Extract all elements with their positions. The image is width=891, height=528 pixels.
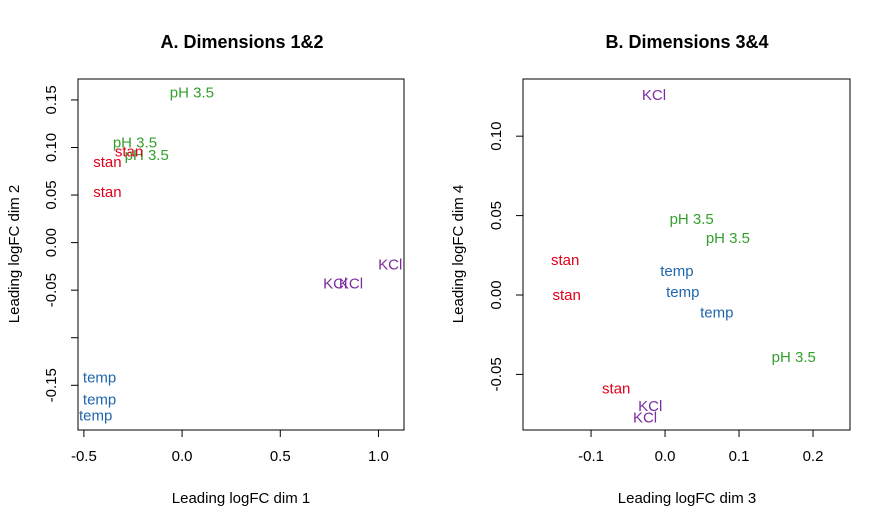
panel-a-y-axis: -0.15 -0.05 0.00 0.05 0.10 0.15: [43, 85, 79, 402]
panel-a-y-tick-label: 0.00: [43, 228, 60, 257]
panel-a-y-tick-label: 0.15: [43, 85, 60, 114]
panel-b-point-label: pH 3.5: [706, 230, 750, 247]
panel-b-point-label: KCl: [638, 398, 662, 415]
panel-b-x-axis-label: Leading logFC dim 3: [618, 490, 756, 507]
panel-b: B. Dimensions 3&4 -0.1 0.0 0.1 0.2 -0.05 0.0…: [450, 32, 851, 507]
panel-b-y-tick-label: -0.05: [488, 357, 505, 391]
panel-a-point-label: stan: [115, 143, 143, 160]
panel-a-x-axis-label: Leading logFC dim 1: [172, 490, 310, 507]
panel-b-x-axis: -0.1 0.0 0.1 0.2: [578, 429, 824, 465]
panel-b-point-label: stan: [552, 287, 580, 304]
panel-a-x-tick-label: 0.5: [270, 448, 291, 465]
panel-a-point-label: stan: [93, 154, 121, 171]
panel-a-point-label: pH 3.5: [113, 135, 157, 152]
panel-b-x-tick-label: -0.1: [578, 448, 604, 465]
panel-a-point-label: KCl: [378, 256, 402, 273]
panel-a-y-tick-label: -0.15: [43, 368, 60, 402]
panel-b-y-axis-label: Leading logFC dim 4: [450, 185, 467, 323]
panel-b-y-tick-label: 0.00: [488, 280, 505, 309]
panel-a-y-tick-label: 0.10: [43, 133, 60, 162]
panel-b-point-label: temp: [666, 284, 699, 301]
panel-a-y-tick-label: -0.05: [43, 273, 60, 307]
panel-b-y-axis: -0.05 0.00 0.05 0.10: [488, 122, 524, 392]
panel-b-point-label: pH 3.5: [772, 349, 816, 366]
panel-b-point-label: stan: [551, 252, 579, 269]
panel-a-point-label: pH 3.5: [125, 147, 169, 164]
panel-a-point-label: temp: [83, 370, 116, 387]
panel-b-point-label: pH 3.5: [670, 211, 714, 228]
panel-b-y-tick-label: 0.10: [488, 122, 505, 151]
panel-b-point-label: stan: [602, 381, 630, 398]
panel-a: A. Dimensions 1&2 -0.5 0.0 0.5 1.0 -0.15-0.…: [6, 32, 405, 507]
panel-b-y-tick-label: 0.05: [488, 201, 505, 230]
panel-a-point-label: temp: [83, 392, 116, 409]
panel-a-x-tick-label: 0.0: [172, 448, 193, 465]
panel-b-x-tick-label: 0.2: [803, 448, 824, 465]
panel-b-point-label: temp: [660, 263, 693, 280]
panel-b-x-tick-label: 0.0: [655, 448, 676, 465]
panel-a-point-label: KCl: [323, 276, 347, 293]
panel-a-point-label: stan: [93, 184, 121, 201]
panel-a-plot-frame: [77, 78, 405, 431]
panel-a-y-tick-label: 0.05: [43, 180, 60, 209]
panel-a-x-axis: -0.5 0.0 0.5 1.0: [71, 429, 389, 465]
panel-a-x-tick-label: 1.0: [368, 448, 389, 465]
panel-a-point-label: pH 3.5: [170, 84, 214, 101]
panel-a-y-axis-label: Leading logFC dim 2: [6, 185, 23, 323]
panel-a-points: pH 3.5pH 3.5pH 3.5stanstanstanKClKClKClt…: [79, 84, 402, 424]
panel-b-point-label: KCl: [642, 87, 666, 104]
panel-a-x-tick-label: -0.5: [71, 448, 97, 465]
panel-b-point-label: temp: [700, 304, 733, 321]
panel-a-point-label: temp: [79, 408, 112, 425]
panel-b-point-label: KCl: [633, 409, 657, 426]
panel-b-title: B. Dimensions 3&4: [605, 32, 768, 52]
panel-b-x-tick-label: 0.1: [729, 448, 750, 465]
panel-a-point-label: KCl: [339, 276, 363, 293]
panel-a-title: A. Dimensions 1&2: [160, 32, 323, 52]
